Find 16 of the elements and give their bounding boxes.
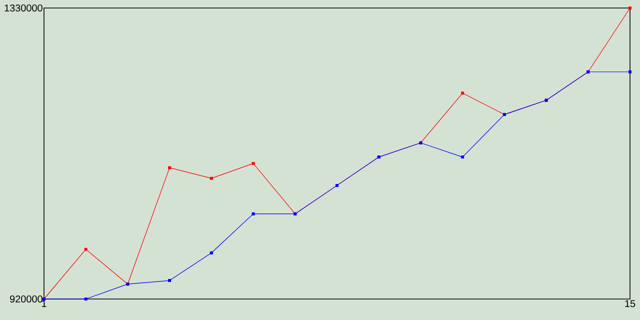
point bbox=[168, 166, 172, 170]
x-tick-label: 15 bbox=[625, 300, 636, 308]
point bbox=[84, 298, 88, 300]
point bbox=[252, 212, 255, 216]
point bbox=[252, 162, 255, 165]
point bbox=[84, 248, 88, 251]
point bbox=[168, 279, 172, 282]
y-tick-label: 920000 bbox=[10, 295, 42, 303]
point bbox=[628, 6, 632, 10]
point bbox=[210, 176, 213, 180]
point bbox=[461, 92, 464, 95]
point bbox=[210, 251, 213, 254]
y-tick-label: 1330000 bbox=[4, 4, 42, 12]
point bbox=[461, 156, 464, 159]
x-tick-label: 1 bbox=[42, 300, 46, 308]
point bbox=[628, 70, 632, 74]
